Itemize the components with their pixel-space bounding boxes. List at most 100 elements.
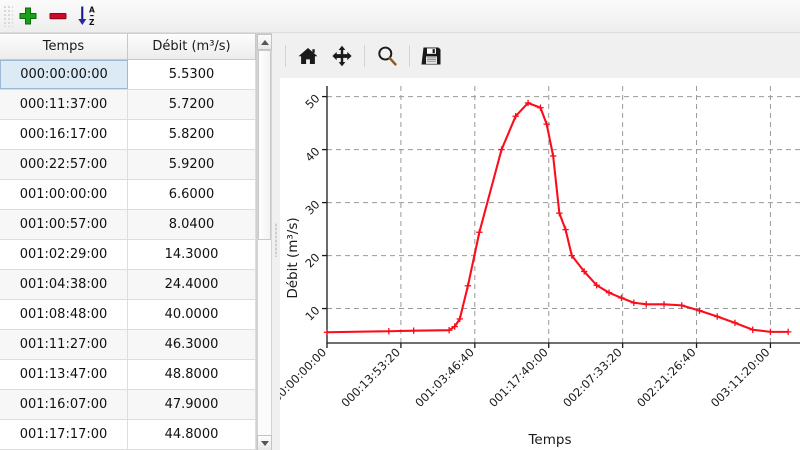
cell-temps[interactable]: 000:22:57:00 [0, 150, 128, 179]
x-tick-label: 002:21:26:40 [634, 345, 699, 410]
table-vertical-scrollbar[interactable] [256, 34, 272, 450]
data-point-marker[interactable] [605, 289, 613, 296]
data-point-marker[interactable] [660, 301, 668, 308]
table-row[interactable]: 000:22:57:00 5.9200 [0, 150, 256, 180]
data-point-marker[interactable] [543, 120, 550, 128]
cell-temps[interactable]: 001:08:48:00 [0, 300, 128, 329]
add-row-button[interactable] [13, 2, 43, 30]
series-line[interactable] [326, 101, 789, 334]
table-row[interactable]: 001:02:29:00 14.3000 [0, 240, 256, 270]
table-row[interactable]: 001:08:48:00 40.0000 [0, 300, 256, 330]
table-body[interactable]: 000:00:00:00 5.5300 000:11:37:00 5.7200 000:… [0, 60, 256, 450]
data-point-marker[interactable] [784, 328, 792, 336]
cell-debit[interactable]: 46.3000 [128, 330, 256, 359]
data-point-marker[interactable] [562, 226, 569, 233]
cell-debit[interactable]: 5.8200 [128, 120, 256, 149]
cell-debit[interactable]: 40.0000 [128, 300, 256, 329]
splitter-grip-icon [275, 223, 277, 257]
table-row[interactable]: 001:13:47:00 48.8000 [0, 360, 256, 390]
data-point-marker[interactable] [556, 209, 563, 217]
cell-temps[interactable]: 001:00:57:00 [0, 210, 128, 239]
scrollbar-track[interactable] [257, 50, 272, 435]
scroll-down-arrow-icon[interactable] [257, 435, 272, 450]
data-point-marker[interactable] [451, 323, 458, 330]
y-tick-label: 10 [302, 303, 322, 323]
data-point-marker[interactable] [456, 315, 463, 323]
cell-debit[interactable]: 14.3000 [128, 240, 256, 269]
cell-temps[interactable]: 000:00:00:00 [0, 60, 128, 89]
table-row[interactable]: 001:11:27:00 46.3000 [0, 330, 256, 360]
data-point-marker[interactable] [749, 326, 756, 333]
x-tick-label: 001:17:40:00 [486, 345, 551, 410]
data-point-marker[interactable] [498, 146, 505, 153]
home-button[interactable] [291, 41, 325, 71]
cell-temps[interactable]: 001:11:27:00 [0, 330, 128, 359]
column-header-temps[interactable]: Temps [0, 34, 128, 59]
data-table-panel: Temps Débit (m³/s) 000:00:00:00 5.5300 000… [0, 33, 272, 450]
cell-debit[interactable]: 8.0400 [128, 210, 256, 239]
data-point-marker[interactable] [476, 229, 483, 236]
cell-temps[interactable]: 001:16:07:00 [0, 390, 128, 419]
data-point-marker[interactable] [731, 319, 739, 327]
data-point-marker[interactable] [678, 302, 685, 309]
table-row[interactable]: 001:04:38:00 24.4000 [0, 270, 256, 300]
data-point-marker[interactable] [568, 252, 575, 259]
y-axis-ticks: 10 20 30 40 50 [302, 91, 327, 324]
cell-debit[interactable]: 5.9200 [128, 150, 256, 179]
cell-debit[interactable]: 48.8000 [128, 360, 256, 389]
data-point-marker[interactable] [512, 113, 519, 120]
remove-row-button[interactable] [43, 2, 73, 30]
data-point-marker[interactable] [580, 268, 588, 275]
cell-temps[interactable]: 001:02:29:00 [0, 240, 128, 269]
cell-debit[interactable]: 47.9000 [128, 390, 256, 419]
cell-temps[interactable]: 000:16:17:00 [0, 120, 128, 149]
table-row[interactable]: 000:00:00:00 5.5300 [0, 60, 256, 90]
toolbar-grip[interactable] [3, 5, 13, 27]
cell-temps[interactable]: 001:13:47:00 [0, 360, 128, 389]
x-axis-title: Temps [527, 432, 571, 448]
data-point-marker[interactable] [537, 104, 544, 111]
data-point-marker[interactable] [445, 326, 453, 334]
data-point-marker[interactable] [767, 328, 774, 336]
cell-temps[interactable]: 001:04:38:00 [0, 270, 128, 299]
table-row[interactable]: 000:16:17:00 5.8200 [0, 120, 256, 150]
x-tick-label: 002:07:33:20 [560, 345, 625, 410]
data-point-marker[interactable] [524, 99, 532, 107]
data-point-marker[interactable] [464, 282, 472, 289]
data-point-marker[interactable] [323, 329, 331, 336]
zoom-button[interactable] [370, 41, 404, 71]
save-button[interactable] [415, 41, 449, 71]
cell-debit[interactable]: 6.6000 [128, 180, 256, 209]
cell-debit[interactable]: 44.8000 [128, 420, 256, 449]
cell-temps[interactable]: 001:00:00:00 [0, 180, 128, 209]
cell-debit[interactable]: 5.7200 [128, 90, 256, 119]
data-point-marker[interactable] [618, 294, 625, 302]
cell-debit[interactable]: 5.5300 [128, 60, 256, 89]
chart-toolbar [280, 33, 800, 78]
cell-debit[interactable]: 24.4000 [128, 270, 256, 299]
table-row[interactable]: 001:00:57:00 8.0400 [0, 210, 256, 240]
scrollbar-thumb[interactable] [258, 50, 271, 240]
data-point-marker[interactable] [410, 327, 417, 334]
sort-button[interactable]: A Z [73, 2, 103, 30]
table-row[interactable]: 001:00:00:00 6.6000 [0, 180, 256, 210]
data-point-marker[interactable] [696, 307, 703, 314]
data-point-marker[interactable] [593, 282, 600, 289]
column-header-debit[interactable]: Débit (m³/s) [128, 34, 256, 59]
hydrograph-chart[interactable]: 10 20 30 40 50 000:00:00:00 000:13:53:20 001:0… [280, 78, 800, 450]
data-point-marker[interactable] [714, 313, 721, 320]
data-point-marker[interactable] [385, 328, 393, 335]
pan-button[interactable] [325, 41, 359, 71]
panel-splitter[interactable] [272, 33, 280, 450]
table-row[interactable]: 000:11:37:00 5.7200 [0, 90, 256, 120]
data-series[interactable] [323, 99, 792, 336]
cell-temps[interactable]: 000:11:37:00 [0, 90, 128, 119]
plot-area[interactable]: 10 20 30 40 50 000:00:00:00 000:13:53:20 001:0… [280, 78, 800, 450]
table-row[interactable]: 001:16:07:00 47.9000 [0, 390, 256, 420]
cell-temps[interactable]: 001:17:17:00 [0, 420, 128, 449]
table-row[interactable]: 001:17:17:00 44.8000 [0, 420, 256, 450]
data-point-marker[interactable] [643, 301, 650, 308]
data-point-marker[interactable] [549, 152, 557, 160]
data-point-marker[interactable] [630, 299, 638, 306]
scroll-up-arrow-icon[interactable] [257, 34, 272, 50]
